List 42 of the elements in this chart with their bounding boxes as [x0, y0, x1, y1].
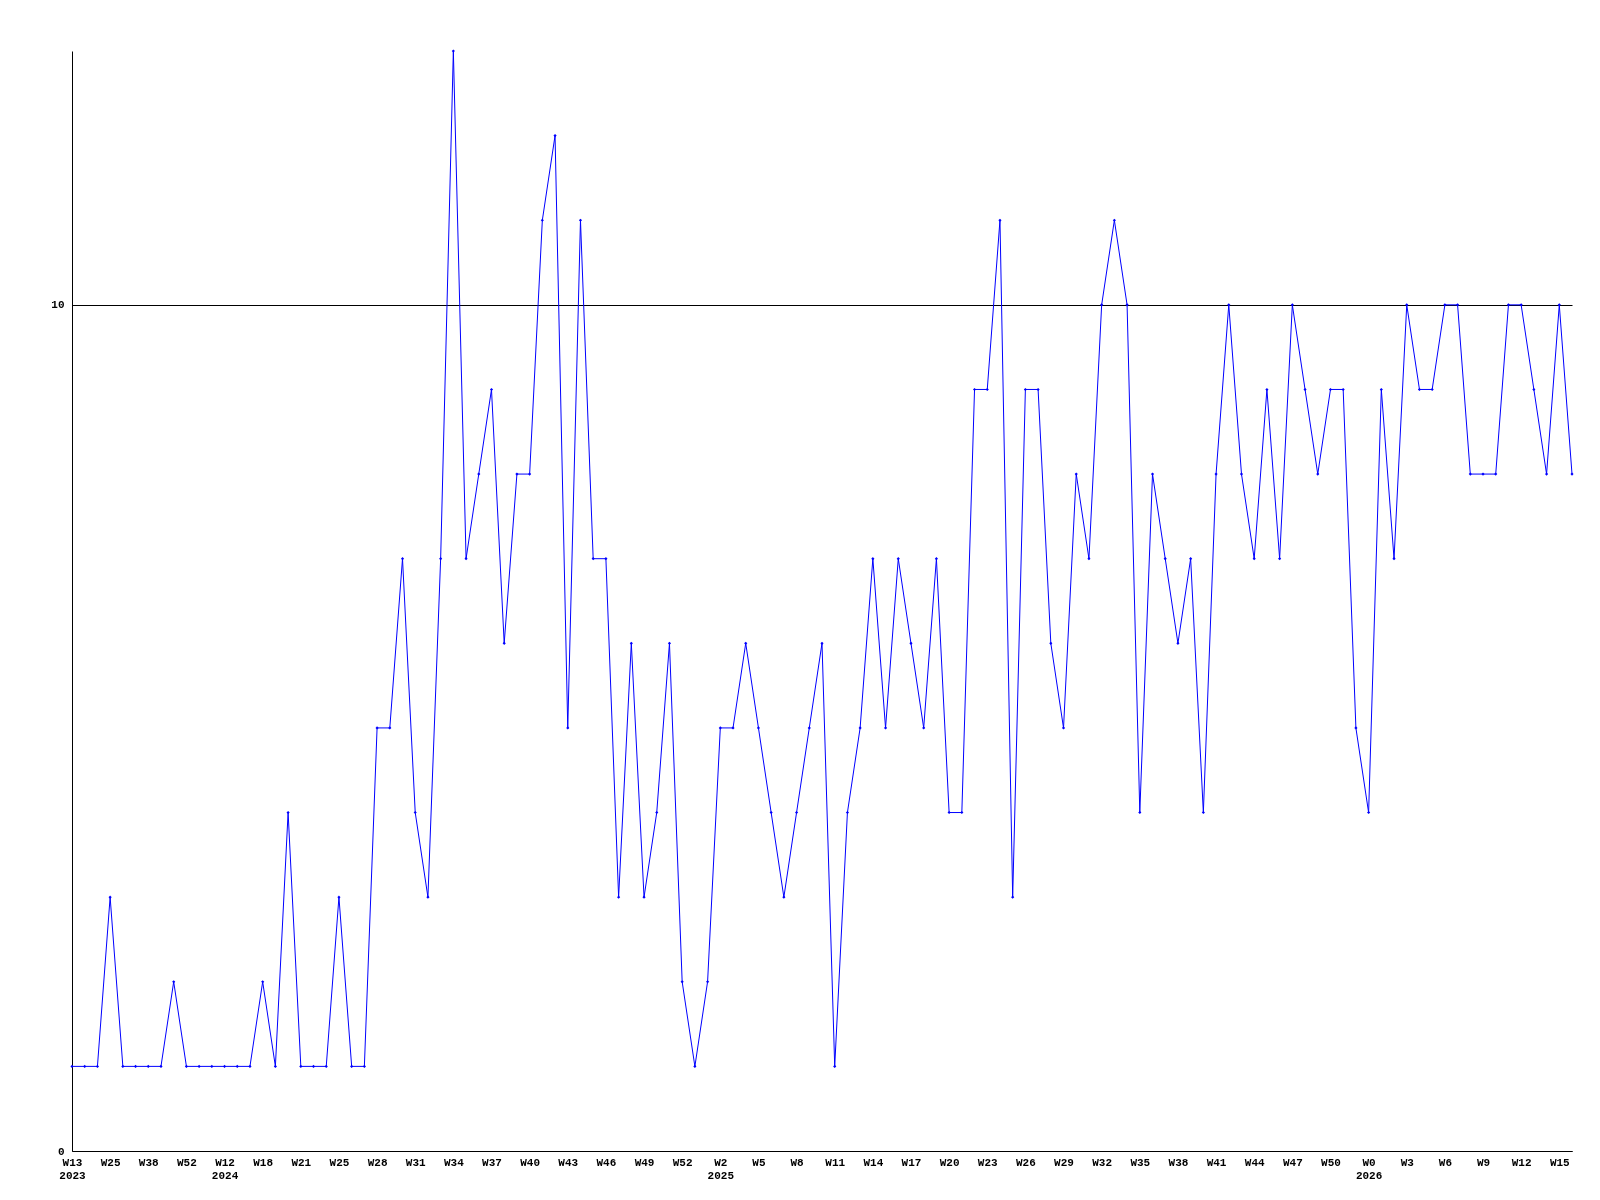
- x-tick-label: W38: [1168, 1156, 1189, 1169]
- x-tick-label: W25: [100, 1156, 121, 1169]
- x-tick-label: W3: [1400, 1156, 1415, 1169]
- x-tick-label: W38: [138, 1156, 160, 1169]
- x-tick-label: W52: [672, 1156, 693, 1169]
- x-tick-label: W37: [482, 1156, 502, 1169]
- x-tick-label: W31: [405, 1156, 427, 1169]
- y-tick-label: 10: [51, 299, 65, 312]
- x-tick-label: W20: [939, 1156, 960, 1169]
- x-tick-label: W49: [634, 1156, 655, 1169]
- x-tick-label: W40: [520, 1156, 541, 1169]
- x-tick-label: W12 2024: [211, 1156, 239, 1182]
- x-tick-label: W8: [790, 1156, 805, 1169]
- x-tick-label: W35: [1130, 1156, 1151, 1169]
- x-tick-label: W41: [1206, 1156, 1227, 1169]
- x-tick-label: W5: [752, 1156, 766, 1169]
- x-tick-label: W29: [1054, 1156, 1074, 1169]
- x-tick-label: W47: [1282, 1156, 1303, 1169]
- x-tick-label: W25: [329, 1156, 350, 1169]
- x-tick-label: W50: [1321, 1156, 1341, 1169]
- x-tick-label: W32: [1092, 1156, 1113, 1169]
- x-tick-label: W2 2025: [707, 1156, 735, 1182]
- y-tick-label: 0: [57, 1145, 65, 1158]
- x-tick-label: W15: [1549, 1156, 1571, 1169]
- x-tick-label: W9: [1476, 1156, 1491, 1169]
- x-tick-label: W34: [443, 1156, 465, 1169]
- x-tick-label: W0 2026: [1355, 1156, 1383, 1182]
- x-tick-label: W13 2023: [59, 1156, 87, 1182]
- x-tick-label: W6: [1438, 1156, 1452, 1169]
- x-tick-label: W14: [863, 1156, 884, 1169]
- x-tick-label: W46: [596, 1156, 617, 1169]
- x-tick-label: W28: [367, 1156, 388, 1169]
- x-tick-label: W21: [291, 1156, 312, 1169]
- x-tick-label: W52: [177, 1156, 197, 1169]
- x-tick-label: W18: [253, 1156, 274, 1169]
- x-tick-label: W17: [901, 1156, 922, 1169]
- x-tick-label: W11: [825, 1156, 846, 1169]
- x-tick-label: W26: [1015, 1156, 1036, 1169]
- x-tick-label: W23: [977, 1156, 999, 1169]
- x-tick-label: W43: [558, 1156, 579, 1169]
- x-tick-label: W12: [1511, 1156, 1532, 1169]
- x-tick-label: W44: [1244, 1156, 1265, 1169]
